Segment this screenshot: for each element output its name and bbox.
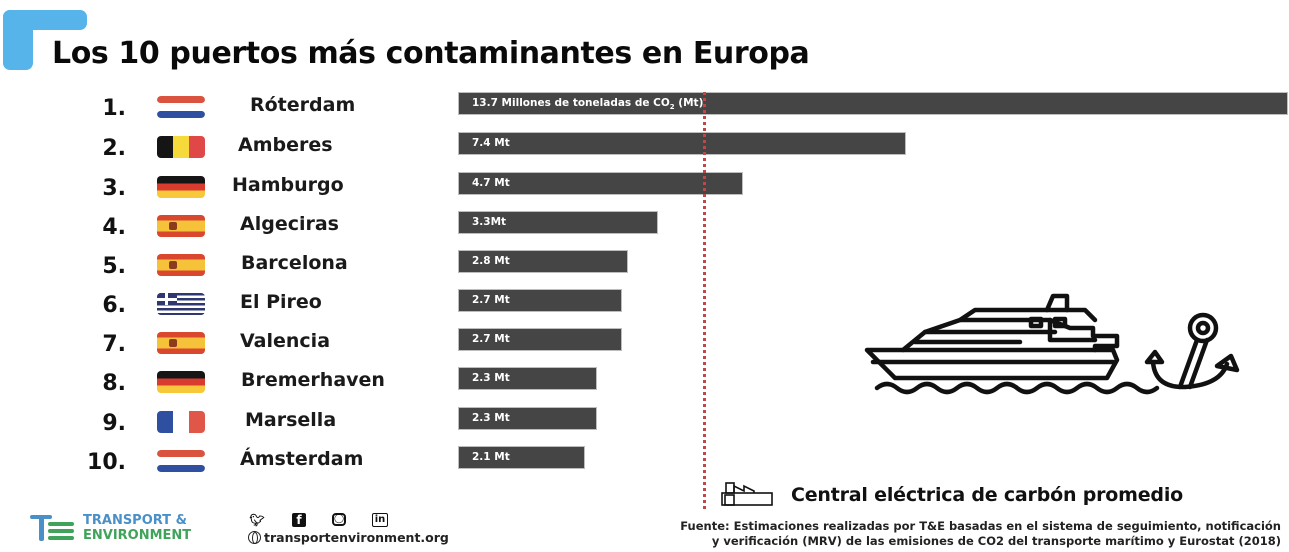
rank-number: 4.	[102, 215, 126, 240]
instagram-icon[interactable]: ◯	[332, 513, 346, 526]
port-name: Barcelona	[241, 252, 348, 274]
facebook-icon[interactable]: f	[292, 513, 306, 527]
bar-value-label: 2.7 Mt	[472, 294, 510, 306]
value-bar: 2.1 Mt	[458, 446, 585, 469]
website-text: transportenvironment.org	[264, 530, 449, 545]
chart-row: 4. Algeciras 3.3Mt	[0, 211, 1289, 251]
bar-value-label: 7.4 Mt	[472, 137, 510, 149]
port-name: Valencia	[240, 330, 331, 352]
port-name: Marsella	[245, 409, 337, 431]
website-link[interactable]: transportenvironment.org	[248, 530, 449, 545]
chart-row: 2. Amberes 7.4 Mt	[0, 132, 1289, 172]
rank-number: 10.	[87, 450, 126, 475]
rank-number: 3.	[102, 176, 126, 201]
rank-number: 1.	[102, 96, 126, 121]
value-bar: 13.7 Millones de toneladas de CO2 (Mt)	[458, 92, 1288, 115]
germany-flag-icon	[157, 371, 205, 393]
port-name: Róterdam	[250, 94, 356, 116]
chart-row: 7. Valencia 2.7 Mt	[0, 328, 1289, 368]
bar-value-label: 2.1 Mt	[472, 451, 510, 463]
france-flag-icon	[157, 411, 205, 433]
chart-row: 8. Bremerhaven 2.3 Mt	[0, 367, 1289, 407]
value-bar: 7.4 Mt	[458, 132, 906, 155]
factory-icon	[721, 482, 773, 506]
linkedin-icon[interactable]: in	[372, 513, 388, 527]
spain-flag-icon	[157, 215, 205, 237]
source-line-2: y verificación (MRV) de las emisiones de…	[711, 534, 1281, 548]
chart-row: 6. El Pireo 2.7 Mt	[0, 289, 1289, 329]
chart-row: 9. Marsella 2.3 Mt	[0, 407, 1289, 447]
chart-row: 3. Hamburgo 4.7 Mt	[0, 172, 1289, 212]
bar-value-label: 2.8 Mt	[472, 255, 510, 267]
brand-line-2: ENVIRONMENT	[83, 528, 192, 543]
port-name: Algeciras	[240, 213, 339, 235]
germany-flag-icon	[157, 176, 205, 198]
bar-value-label: 2.3 Mt	[472, 372, 510, 384]
value-bar: 2.7 Mt	[458, 289, 622, 312]
corner-accent	[3, 10, 87, 70]
rank-number: 2.	[102, 136, 126, 161]
bar-value-label: 2.7 Mt	[472, 333, 510, 345]
belgium-flag-icon	[157, 136, 205, 158]
anchor-icon	[1144, 312, 1240, 390]
bar-value-label: 3.3Mt	[472, 216, 507, 228]
port-name: Bremerhaven	[241, 369, 385, 391]
source-line-1: Fuente: Estimaciones realizadas por T&E …	[680, 519, 1281, 533]
bar-value-label: 13.7 Millones de toneladas de CO2 (Mt)	[472, 97, 704, 112]
value-bar: 2.3 Mt	[458, 407, 597, 430]
spain-flag-icon	[157, 254, 205, 276]
value-bar: 4.7 Mt	[458, 172, 743, 195]
bar-value-label: 4.7 Mt	[472, 177, 510, 189]
chart-title: Los 10 puertos más contaminantes en Euro…	[52, 36, 810, 71]
social-links: 🐦︎ f ◯ in	[248, 513, 388, 527]
spain-flag-icon	[157, 332, 205, 354]
value-bar: 3.3Mt	[458, 211, 658, 234]
port-name: Amberes	[238, 134, 333, 156]
rank-number: 6.	[102, 293, 126, 318]
port-name: Hamburgo	[232, 174, 344, 196]
brand-line-1: TRANSPORT &	[83, 513, 187, 528]
rank-number: 8.	[102, 371, 126, 396]
coal-plant-reference-line	[703, 92, 706, 510]
port-name: El Pireo	[240, 291, 322, 313]
reference-legend-label: Central eléctrica de carbón promedio	[791, 484, 1183, 506]
te-logo-icon	[30, 515, 74, 541]
netherlands-flag-icon	[157, 450, 205, 472]
rank-number: 9.	[102, 411, 126, 436]
chart-row: 5. Barcelona 2.8 Mt	[0, 250, 1289, 290]
ship-icon	[864, 293, 1240, 395]
chart-row: 1. Róterdam 13.7 Millones de toneladas de …	[0, 92, 1289, 132]
value-bar: 2.3 Mt	[458, 367, 597, 390]
greece-flag-icon	[157, 293, 205, 315]
chart-row: 10. Ámsterdam 2.1 Mt	[0, 446, 1289, 486]
twitter-icon[interactable]: 🐦︎	[249, 513, 265, 527]
globe-icon	[248, 531, 261, 544]
port-name: Ámsterdam	[240, 448, 364, 470]
value-bar: 2.7 Mt	[458, 328, 622, 351]
rank-number: 7.	[102, 332, 126, 357]
rank-number: 5.	[102, 254, 126, 279]
bar-value-label: 2.3 Mt	[472, 412, 510, 424]
netherlands-flag-icon	[157, 96, 205, 118]
value-bar: 2.8 Mt	[458, 250, 628, 273]
source-note: Fuente: Estimaciones realizadas por T&E …	[680, 519, 1281, 549]
